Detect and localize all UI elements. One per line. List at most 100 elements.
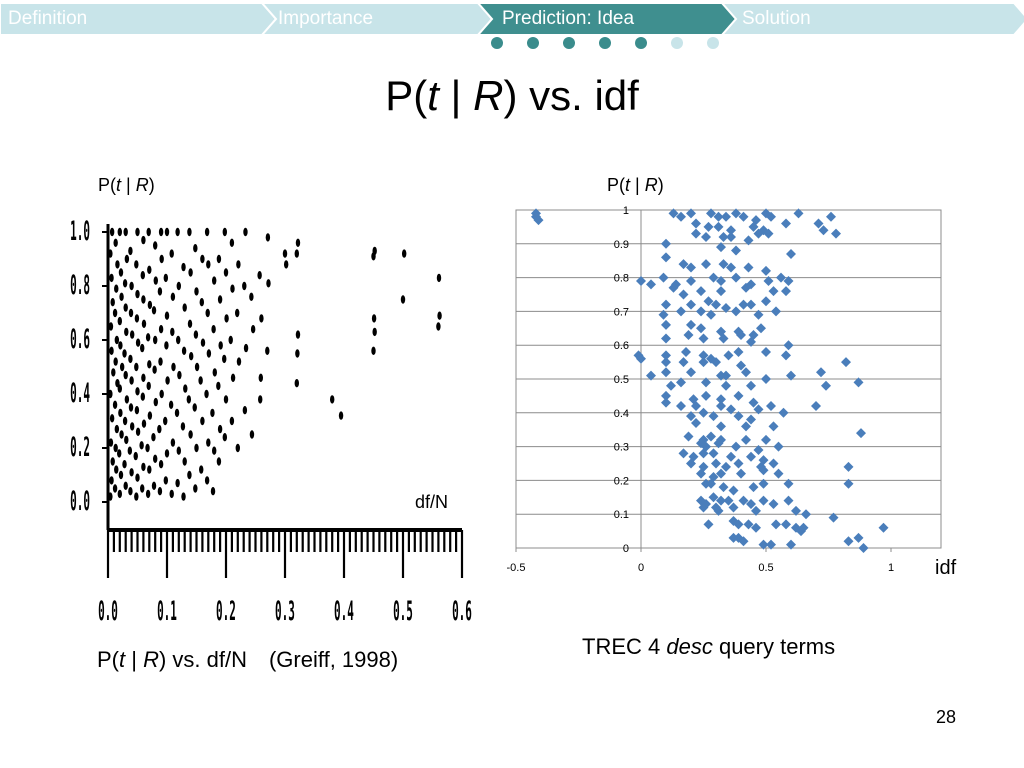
left-data-point [141,462,146,472]
right-y-tick-label: 0.4 [614,408,629,420]
right-data-point [676,306,686,317]
left-data-point [145,333,151,342]
right-data-point [708,448,719,459]
right-data-point [728,502,739,513]
right-x-tick-label: 1 [888,562,894,574]
left-data-point [157,487,163,496]
right-data-point [701,232,711,243]
right-data-point [811,401,821,412]
left-data-point [113,443,118,453]
left-data-point [171,362,176,372]
right-data-point [716,286,726,297]
left-data-point [175,478,180,488]
left-data-point [108,389,113,399]
left-data-point [152,365,157,374]
left-data-point [109,346,114,355]
right-data-point [843,536,854,547]
left-data-point [118,408,123,418]
left-data-point [165,376,170,385]
right-data-point [691,228,701,239]
right-data-point [701,390,711,401]
left-data-point [123,303,128,312]
left-data-point [145,443,150,453]
progress-dot-5 [671,37,683,49]
right-data-point [713,221,724,232]
left-data-point [140,343,145,353]
left-data-point [164,227,170,237]
right-data-point [678,259,689,270]
right-data-point [818,225,829,236]
right-data-point [753,228,764,239]
right-y-tick-label: 0.8 [614,273,629,285]
right-data-point [733,346,744,357]
left-data-point [212,446,217,455]
right-data-point [763,228,774,239]
left-y-tick-label: 1.0 [70,215,90,246]
right-data-point [761,434,771,445]
left-data-point [187,319,193,328]
left-data-point [222,433,228,442]
right-data-point [761,374,771,384]
left-data-point [194,443,199,453]
left-data-point [204,227,210,237]
progress-dot-4 [635,37,647,49]
tab-definition[interactable]: Definition [8,8,88,29]
left-data-point [147,300,153,310]
right-data-point [761,346,771,357]
right-data-point [533,215,544,226]
right-data-point [743,262,754,273]
left-data-point [139,441,144,450]
right-x-tick-label: 0 [638,562,644,574]
right-data-point [636,353,646,364]
left-data-point [250,325,256,334]
left-data-point [115,260,120,269]
page-number: 28 [936,707,957,727]
right-data-point [681,346,691,357]
left-data-point [135,289,140,299]
left-data-point [222,354,227,364]
left-data-point [153,397,158,407]
left-data-point [129,422,135,431]
left-data-point [229,238,235,247]
right-data-point [783,340,794,351]
right-data-point [761,296,771,307]
left-data-point [128,308,134,318]
right-data-point [661,357,671,368]
right-data-point [706,309,716,320]
left-data-point [230,373,236,382]
left-data-point [188,352,194,361]
right-data-point [738,211,749,222]
right-data-point [706,478,716,489]
right-data-point [713,211,724,222]
tab-solution[interactable]: Solution [742,8,811,29]
right-data-point [708,411,719,422]
right-data-point [726,451,736,462]
right-data-point [751,522,761,533]
tab-importance[interactable]: Importance [278,8,374,29]
left-data-point [436,322,441,331]
left-data-point [159,389,164,399]
right-data-point [753,309,764,320]
left-data-point [117,384,122,393]
right-data-point [731,208,741,219]
left-data-point [128,246,133,256]
left-data-point [112,400,118,409]
right-data-point [728,485,739,496]
right-data-point [723,495,734,506]
left-data-point [206,260,211,269]
right-data-point [661,333,671,344]
left-data-point [158,357,163,366]
right-data-point [746,451,756,462]
tab-prediction-idea[interactable]: Prediction: Idea [502,8,635,29]
right-data-point [768,458,779,469]
right-data-point [718,259,729,270]
left-data-point [259,314,264,323]
left-data-point [114,284,119,293]
left-data-point [224,314,229,323]
right-y-tick-label: 0.2 [614,475,629,487]
left-data-point [114,424,120,434]
left-data-point [110,457,115,466]
slide-progress-dots [491,37,719,49]
left-data-point [134,406,140,415]
left-data-point [118,341,123,350]
